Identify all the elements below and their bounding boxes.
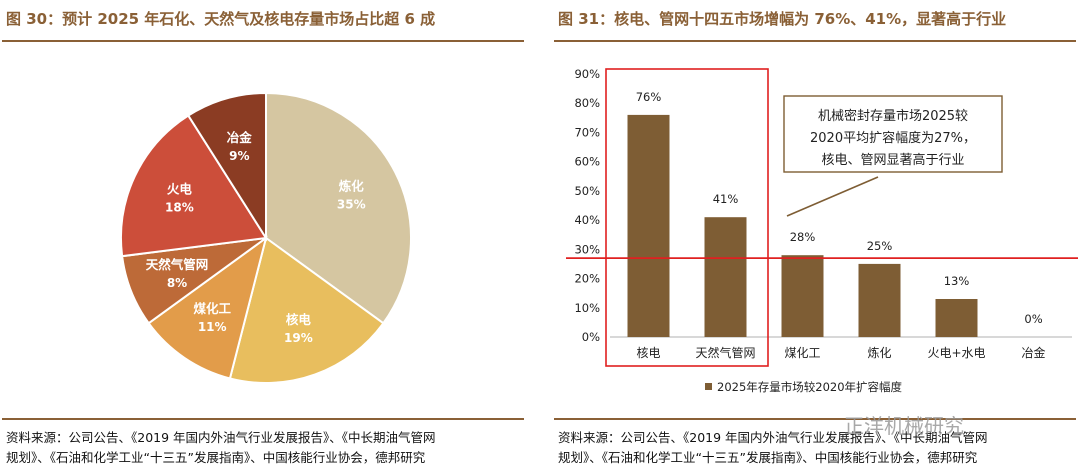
pie-label-category: 冶金 [227,130,253,145]
bar-value-label: 0% [1024,312,1042,326]
pie-label-category: 炼化 [339,179,365,194]
pie-label-category: 核电 [286,312,312,327]
y-tick-label: 70% [574,125,600,139]
pie-slice-6 [186,91,267,242]
left-panel: 图 30：预计 2025 年石化、天然气及核电存量市场占比超 6 成 炼化 35%… [0,0,528,474]
callout-pointer [786,176,879,217]
right-footer-divider [554,418,1076,420]
pie-label-category: 火电 [167,181,193,196]
y-tick-label: 10% [574,301,600,315]
y-tick-label: 30% [574,242,600,256]
pie-slice-5 [120,114,268,258]
x-tick-label: 煤化工 [784,346,820,360]
bar-value-label: 28% [790,230,816,244]
pie-label-value: 18% [165,200,194,214]
pie-label-value: 19% [284,331,313,345]
left-source-note: 资料来源：公司公告、《2019 年国内外油气行业发展报告》、《中长期油气管网 规… [6,428,524,468]
x-tick-label: 核电 [636,346,660,360]
pie-label-value: 9% [229,149,249,163]
y-tick-label: 0% [582,330,600,344]
pie-label-value: 11% [198,320,227,334]
bar-4 [858,263,901,337]
left-title-divider [2,40,524,42]
x-tick-label: 天然气管网 [695,345,755,360]
y-tick-label: 20% [574,272,600,286]
y-tick-label: 50% [574,184,600,198]
bar-value-label: 13% [944,274,970,288]
legend-swatch [705,383,712,390]
left-chart-title: 图 30：预计 2025 年石化、天然气及核电存量市场占比超 6 成 [6,10,436,28]
pie-chart: 炼化 35% 核电 19% 煤化工 11% 天然气管网 8% 火电 18% 冶金 9% [120,91,412,384]
right-source-note: 资料来源：公司公告、《2019 年国内外油气行业发展报告》、《中长期油气管网 规… [558,428,1076,468]
left-footer-divider [2,418,524,420]
callout-box [783,95,1003,173]
highlight-box [605,68,769,367]
y-tick-label: 90% [574,67,600,81]
left-source-line-2: 规划》、《石油和化学工业“十三五”发展指南》、中国核能行业协会，德邦研究 [6,450,426,465]
left-source-line-1: 资料来源：公司公告、《2019 年国内外油气行业发展报告》、《中长期油气管网 [6,430,436,445]
x-tick-label: 火电+水电 [927,346,985,360]
bar-value-label: 41% [713,192,739,206]
right-chart-title: 图 31：核电、管网十四五市场增幅为 76%、41%，显著高于行业 [558,10,1007,28]
right-panel: 图 31：核电、管网十四五市场增幅为 76%、41%，显著高于行业 0% 10% 2… [552,0,1080,474]
legend-label: 2025年存量市场较2020年扩容幅度 [717,380,903,394]
pie-label-category: 天然气管网 [146,257,209,272]
watermark-text: 正洋机械研究 [844,414,964,438]
right-source-line-2: 规划》、《石油和化学工业“十三五”发展指南》、中国核能行业协会，德邦研究 [558,450,978,465]
y-tick-label: 80% [574,96,600,110]
pie-slice-3 [147,235,268,380]
y-tick-label: 60% [574,155,600,169]
right-source-line-1: 资料来源：公司公告、《2019 年国内外油气行业发展报告》、《中长期油气管网 [558,430,988,445]
bar-value-label: 76% [636,90,662,104]
bar-value-label: 25% [867,239,893,253]
bar-5 [935,299,978,337]
x-tick-label: 冶金 [1021,345,1045,360]
callout-text-line-1: 机械密封存量市场2025较 [818,108,968,124]
pie-slice-1 [265,91,412,325]
pie-slice-2 [228,236,385,384]
right-title-divider [554,40,1076,42]
x-tick-label: 炼化 [867,345,891,360]
callout-text-line-3: 核电、管网显著高于行业 [821,152,964,168]
y-tick-label: 40% [574,213,600,227]
bar-2 [704,217,747,337]
bar-1 [627,114,670,338]
bar-chart: 0% 10% 20% 30% 40% 50% 60% 70% 80% 90% 76% 核电 41% 天然气… [566,67,1078,394]
pie-label-category: 煤化工 [193,301,231,316]
callout-text-line-2: 2020平均扩容幅度为27%， [810,130,976,146]
pie-label-value: 35% [337,198,366,212]
pie-label-value: 8% [167,276,187,290]
bar-3 [781,255,824,337]
